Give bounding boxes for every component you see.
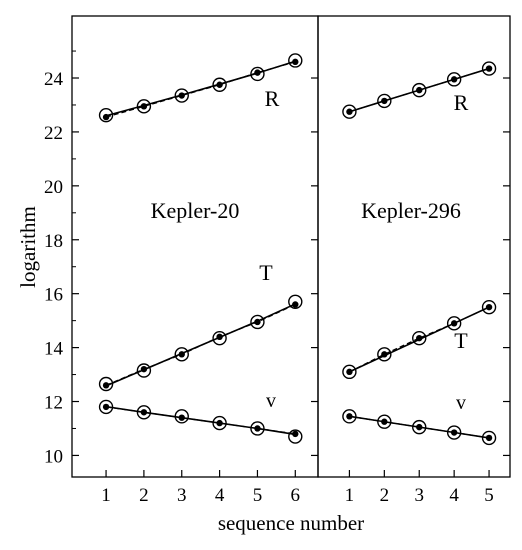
model-point-t-kepler-296 <box>450 320 458 327</box>
series-label-v-kepler-296: v <box>456 392 466 414</box>
model-point-t-kepler-296 <box>381 351 388 358</box>
observed-point-t-kepler-296 <box>377 347 392 362</box>
model-point-v-kepler-296 <box>485 434 493 442</box>
series-label-r-kepler-20: R <box>265 86 280 111</box>
model-point-r-kepler-296 <box>346 108 353 115</box>
model-point-t-kepler-20 <box>292 301 299 308</box>
y-tick-label: 24 <box>44 69 64 90</box>
model-point-r-kepler-20 <box>216 81 223 88</box>
model-point-r-kepler-296 <box>450 76 458 83</box>
model-point-v-kepler-296 <box>450 429 458 436</box>
observed-point-v-kepler-296 <box>342 409 357 424</box>
model-point-v-kepler-20 <box>102 403 110 411</box>
x-tick-label-kepler-296: 2 <box>380 485 390 506</box>
fit-line-t-kepler-20 <box>105 303 296 387</box>
observed-point-t-kepler-20 <box>288 294 303 309</box>
y-tick-label: 18 <box>44 231 63 252</box>
x-tick-label-kepler-296: 5 <box>484 485 494 506</box>
observed-point-r-kepler-296 <box>342 104 357 119</box>
model-point-v-kepler-296 <box>381 418 388 425</box>
model-point-r-kepler-20 <box>102 113 110 121</box>
model-point-t-kepler-296 <box>416 334 423 342</box>
y-tick-label: 12 <box>44 393 63 414</box>
model-point-v-kepler-296 <box>416 423 423 431</box>
model-point-r-kepler-20 <box>254 69 261 76</box>
series-label-t-kepler-296: T <box>454 328 468 353</box>
model-point-v-kepler-20 <box>254 425 261 432</box>
observed-point-r-kepler-296 <box>377 93 392 109</box>
observed-point-r-kepler-20 <box>98 108 114 123</box>
observed-point-r-kepler-20 <box>288 53 303 68</box>
observed-point-v-kepler-20 <box>98 399 114 415</box>
x-tick-label-kepler-20: 1 <box>101 485 111 506</box>
observed-point-t-kepler-296 <box>342 364 357 380</box>
observed-point-v-kepler-20 <box>288 429 303 444</box>
x-tick-label-kepler-20: 5 <box>253 485 263 506</box>
model-point-t-kepler-20 <box>254 318 261 326</box>
observed-point-r-kepler-296 <box>481 61 497 76</box>
y-tick-label: 16 <box>44 285 63 306</box>
observed-point-r-kepler-20 <box>212 77 227 92</box>
model-point-r-kepler-296 <box>485 65 493 72</box>
model-point-v-kepler-20 <box>140 409 148 416</box>
x-tick-label-kepler-20: 3 <box>177 485 187 506</box>
observed-point-t-kepler-20 <box>250 314 265 330</box>
observed-point-t-kepler-20 <box>212 330 227 346</box>
observed-point-t-kepler-20 <box>136 363 152 378</box>
x-tick-label-kepler-296: 4 <box>449 485 459 506</box>
series-label-t-kepler-20: T <box>259 260 273 285</box>
panel-kepler-296-frame <box>317 15 511 478</box>
model-point-t-kepler-20 <box>216 333 223 341</box>
observed-point-v-kepler-20 <box>136 405 152 420</box>
observed-point-r-kepler-20 <box>136 99 152 114</box>
x-tick-label-kepler-296: 1 <box>345 485 355 506</box>
model-point-v-kepler-20 <box>216 419 223 427</box>
observed-point-r-kepler-20 <box>250 66 265 82</box>
observed-point-v-kepler-20 <box>212 415 227 431</box>
observed-point-v-kepler-296 <box>377 414 392 429</box>
observed-point-t-kepler-20 <box>98 376 114 392</box>
model-point-t-kepler-296 <box>346 368 353 376</box>
series-label-r-kepler-296: R <box>454 90 469 115</box>
model-point-r-kepler-20 <box>178 92 185 99</box>
y-axis-label: logarithm <box>16 206 40 288</box>
y-tick-label: 20 <box>44 177 63 198</box>
y-tick-label: 10 <box>44 446 63 467</box>
y-tick-label: 14 <box>44 339 64 360</box>
observed-point-v-kepler-20 <box>174 409 189 424</box>
panel-title-kepler-20: Kepler-20 <box>151 198 240 223</box>
y-tick-label: 22 <box>44 123 63 144</box>
observed-point-v-kepler-296 <box>446 425 462 440</box>
model-point-r-kepler-20 <box>140 103 148 110</box>
series-label-v-kepler-20: v <box>266 390 276 412</box>
model-point-r-kepler-296 <box>381 97 388 105</box>
observed-point-v-kepler-20 <box>250 421 265 436</box>
observed-point-r-kepler-296 <box>446 72 462 87</box>
model-point-v-kepler-296 <box>346 413 353 420</box>
observed-point-t-kepler-20 <box>174 347 189 362</box>
observed-point-t-kepler-296 <box>481 299 497 315</box>
observed-point-t-kepler-296 <box>446 316 462 331</box>
observed-point-r-kepler-20 <box>174 88 189 103</box>
model-point-t-kepler-20 <box>140 365 148 373</box>
x-tick-label-kepler-20: 2 <box>139 485 149 506</box>
x-axis-label: sequence number <box>218 511 364 535</box>
model-point-v-kepler-20 <box>292 430 299 438</box>
model-point-t-kepler-20 <box>102 382 110 389</box>
observed-point-v-kepler-296 <box>412 419 427 435</box>
x-tick-label-kepler-20: 4 <box>215 485 225 506</box>
model-point-t-kepler-296 <box>485 303 493 311</box>
panel-title-kepler-296: Kepler-296 <box>361 198 461 223</box>
observed-point-r-kepler-296 <box>412 82 427 98</box>
model-point-v-kepler-20 <box>178 414 185 421</box>
observed-point-t-kepler-296 <box>412 330 427 346</box>
x-tick-label-kepler-296: 3 <box>414 485 424 506</box>
model-point-r-kepler-296 <box>416 86 423 94</box>
model-point-r-kepler-20 <box>292 58 299 66</box>
x-tick-label-kepler-20: 6 <box>291 485 301 506</box>
model-point-t-kepler-20 <box>178 351 185 358</box>
observed-point-v-kepler-296 <box>481 430 497 446</box>
